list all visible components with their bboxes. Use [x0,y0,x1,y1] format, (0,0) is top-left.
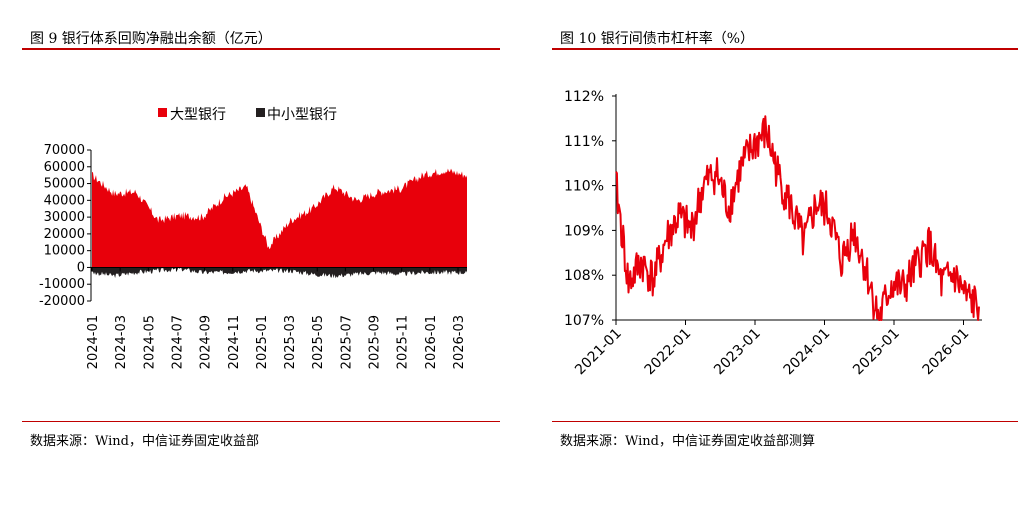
right-y-tick-label: 107% [564,313,604,329]
left-x-tick-label: 2025-01 [255,315,270,369]
left-y-tick-label: 60000 [44,160,85,175]
legend-label-small-bank: 中小型银行 [267,107,337,123]
left-y-tick-label: 0 [77,260,85,275]
left-title-rule [22,48,500,50]
right-x-tick-label: 2023-01 [711,326,764,379]
right-chart: 112% 111% 110% 109% 108% 107%2021-01 2022-01 20… [564,89,982,379]
left-y-tick-label: 10000 [44,244,85,259]
left-figure-title: 图 9 银行体系回购净融出余额（亿元） [30,31,272,47]
series-line-leverage [615,115,980,321]
left-y-tick-label: 40000 [44,193,85,208]
left-x-tick-label: 2025-05 [311,315,326,369]
left-x-tick-label: 2025-11 [396,315,411,369]
right-figure-title: 图 10 银行间债市杠杆率（%） [560,31,755,47]
right-source: 数据来源：Wind，中信证券固定收益部测算 [560,434,815,449]
right-x-tick-label: 2025-01 [850,326,903,379]
right-y-tick-label: 109% [564,223,604,239]
left-x-tick-label: 2025-07 [339,315,354,369]
legend-swatch-large-bank [158,108,167,117]
left-source-rule [22,421,500,422]
right-y-tick-label: 111% [564,134,604,150]
legend-label-large-bank: 大型银行 [170,107,226,123]
left-x-tick-label: 2025-09 [368,315,383,369]
left-source: 数据来源：Wind，中信证券固定收益部 [30,434,259,449]
legend-swatch-small-bank [256,108,265,117]
left-x-tick-label: 2024-03 [114,315,129,369]
right-x-tick-label: 2026-01 [920,326,973,379]
left-x-tick-label: 2024-09 [199,315,214,369]
right-panel: 图 10 银行间债市杠杆率（%） 数据来源：Wind，中信证券固定收益部测算 1… [530,0,1018,505]
right-x-tick-label: 2021-01 [572,326,625,379]
left-y-tick-label: 50000 [44,177,85,192]
left-y-tick-label: 30000 [44,210,85,225]
left-y-tick-label: -20000 [39,294,85,309]
right-y-tick-label: 112% [564,89,604,105]
left-y-tick-label: -10000 [39,277,85,292]
left-x-tick-label: 2024-11 [227,315,242,369]
left-y-tick-label: 20000 [44,227,85,242]
right-x-tick-label: 2024-01 [781,326,834,379]
left-x-tick-label: 2024-05 [142,315,157,369]
left-x-tick-label: 2025-03 [283,315,298,369]
right-x-tick-label: 2022-01 [642,326,695,379]
series-area-large-bank [92,168,467,268]
left-x-tick-label: 2024-01 [86,315,101,369]
right-title-rule [552,48,1018,50]
left-x-tick-label: 2026-03 [452,315,467,369]
right-source-rule [552,421,1018,422]
left-x-tick-label: 2026-01 [424,315,439,369]
left-y-tick-label: 70000 [44,143,85,158]
left-panel: 图 9 银行体系回购净融出余额（亿元） 数据来源：Wind，中信证券固定收益部 … [0,0,500,505]
right-y-tick-label: 108% [564,268,604,284]
left-x-tick-label: 2024-07 [170,315,185,369]
right-y-tick-label: 110% [564,179,604,195]
